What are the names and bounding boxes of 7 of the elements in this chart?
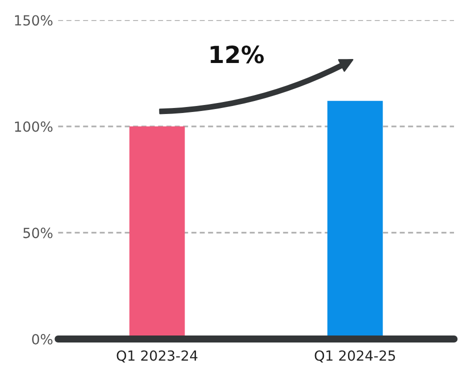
x-tick-label: Q1 2023-24 xyxy=(116,350,198,362)
annotation: 12% xyxy=(210,46,264,64)
y-tick-label: 150% xyxy=(15,15,52,26)
y-tick-label: 100% xyxy=(15,121,52,132)
y-tick-label: 0% xyxy=(32,334,52,344)
x-tick-label: Q1 2024-25 xyxy=(314,350,395,362)
y-tick-label: 50% xyxy=(23,228,52,238)
